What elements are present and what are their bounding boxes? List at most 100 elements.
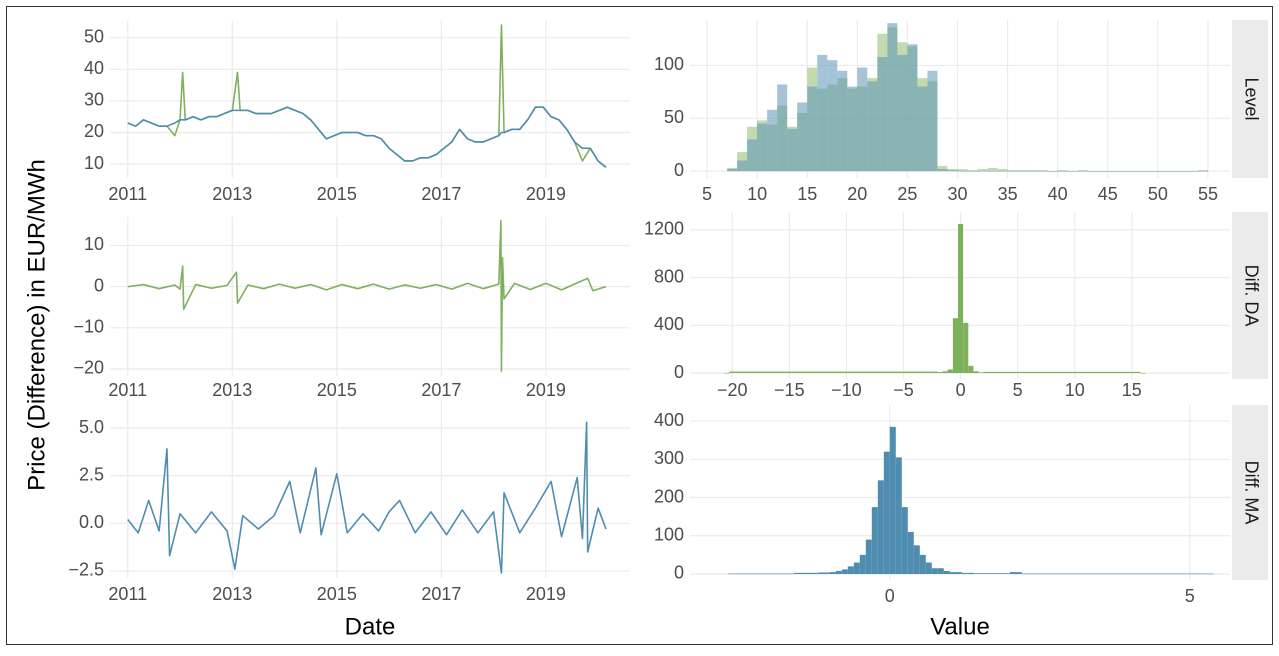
bar xyxy=(1117,171,1128,172)
y-axis-label: Price (Difference) in EUR/MWh xyxy=(23,159,50,491)
x-tick-label: 2019 xyxy=(526,584,566,604)
y-tick-label: 30 xyxy=(84,90,104,110)
line xyxy=(127,219,607,372)
bar xyxy=(841,569,848,574)
x-tick-label: 15 xyxy=(797,184,817,204)
bar xyxy=(1197,171,1208,172)
bar xyxy=(1107,171,1118,172)
strip-label: Level xyxy=(1241,77,1261,120)
y-tick-label: 40 xyxy=(84,58,104,78)
y-tick-label: 100 xyxy=(654,525,684,545)
bar xyxy=(927,70,938,172)
bar xyxy=(901,507,908,574)
bar xyxy=(958,223,964,374)
bar xyxy=(1127,171,1138,172)
y-tick-label: 0 xyxy=(674,362,684,382)
bar xyxy=(859,554,866,574)
bar xyxy=(997,171,1008,172)
x-tick-label: 2017 xyxy=(421,184,461,204)
y-tick-label: 0.0 xyxy=(79,512,104,532)
bar xyxy=(895,457,902,574)
y-tick-label: 2.5 xyxy=(79,464,104,484)
bar xyxy=(937,169,948,172)
bar xyxy=(1007,170,1018,172)
bar xyxy=(957,169,968,172)
bar xyxy=(1057,170,1068,172)
y-tick-label: 10 xyxy=(84,234,104,254)
y-tick-label: −10 xyxy=(73,317,104,337)
bar xyxy=(907,44,918,172)
bar xyxy=(1177,171,1188,172)
bar xyxy=(883,451,890,574)
bar xyxy=(925,562,932,574)
bar xyxy=(1007,171,1018,172)
bar xyxy=(817,54,828,172)
bar xyxy=(835,570,842,574)
x-tick-label: 2013 xyxy=(212,184,252,204)
x-tick-label: 0 xyxy=(885,586,895,606)
y-tick-label: 10 xyxy=(84,153,104,173)
y-tick-label: 0 xyxy=(674,160,684,180)
bar xyxy=(1037,171,1048,172)
y-tick-label: −20 xyxy=(73,358,104,378)
y-tick-label: 0 xyxy=(94,275,104,295)
bar xyxy=(937,372,943,374)
x-tick-label: 30 xyxy=(947,184,967,204)
strip xyxy=(1232,212,1268,379)
bar xyxy=(827,60,838,172)
bar xyxy=(913,545,920,574)
bar xyxy=(767,109,778,172)
bar xyxy=(853,562,860,574)
strip xyxy=(1232,20,1268,178)
x-tick-label: 15 xyxy=(1122,380,1142,400)
bar xyxy=(797,102,808,172)
bar xyxy=(997,169,1008,172)
line xyxy=(127,421,607,574)
bar xyxy=(952,318,959,374)
x-tick-label: −10 xyxy=(831,380,862,400)
y-tick-label: 400 xyxy=(654,314,684,334)
x-tick-label: 20 xyxy=(847,184,867,204)
bar xyxy=(968,365,974,374)
bar xyxy=(1147,171,1158,172)
y-tick-label: 100 xyxy=(654,54,684,74)
x-axis-label: Date xyxy=(345,613,396,640)
bar xyxy=(1167,171,1178,172)
bar xyxy=(983,371,1141,374)
x-tick-label: 2015 xyxy=(317,584,357,604)
y-tick-label: 400 xyxy=(654,410,684,430)
x-axis-label: Value xyxy=(930,613,990,640)
bar xyxy=(897,54,908,172)
bar xyxy=(1067,171,1078,172)
bar xyxy=(817,572,830,574)
x-tick-label: 10 xyxy=(747,184,767,204)
x-tick-label: 50 xyxy=(1148,184,1168,204)
bar xyxy=(793,572,818,574)
x-tick-label: 5 xyxy=(702,184,712,204)
x-tick-label: 35 xyxy=(998,184,1018,204)
bar xyxy=(829,572,836,574)
x-tick-label: 2011 xyxy=(108,184,147,204)
bar xyxy=(947,369,953,374)
bar xyxy=(877,56,888,172)
x-tick-label: 2019 xyxy=(526,380,566,400)
bar xyxy=(919,554,926,574)
bar xyxy=(949,572,962,574)
x-tick-label: 5 xyxy=(1185,586,1195,606)
bar xyxy=(957,171,968,172)
bar xyxy=(978,372,984,374)
bar xyxy=(1157,171,1168,172)
bar xyxy=(1009,572,1022,574)
bar xyxy=(871,507,878,574)
x-tick-label: 2013 xyxy=(212,380,252,400)
bar xyxy=(1077,170,1088,172)
bar xyxy=(1021,573,1202,575)
bar xyxy=(865,539,872,574)
x-tick-label: 10 xyxy=(1065,380,1085,400)
bar xyxy=(937,568,944,574)
y-tick-label: 5.0 xyxy=(79,417,104,437)
x-tick-label: 2013 xyxy=(212,584,252,604)
bar xyxy=(777,84,788,172)
bar xyxy=(737,160,748,172)
y-tick-label: 300 xyxy=(654,448,684,468)
